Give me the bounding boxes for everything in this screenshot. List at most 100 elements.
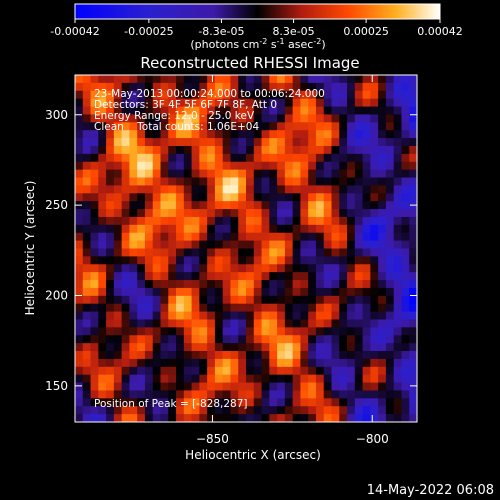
heatmap-cell [137,161,146,171]
heatmap-cell [370,406,379,415]
heatmap-cell [246,374,255,384]
heatmap-cell [393,90,403,100]
heatmap-cell [339,114,348,123]
heatmap-cell [207,374,216,384]
heatmap-cell [222,303,232,313]
heatmap-cell [378,177,387,187]
heatmap-cell [362,224,371,234]
heatmap-cell [300,319,309,328]
heatmap-cell [401,145,410,155]
heatmap-cell [98,319,107,328]
heatmap-cell [207,185,216,194]
heatmap-cell [409,248,417,257]
heatmap-cell [253,193,263,202]
colorbar: -0.00042 -0.00025 -8.3e-05 8.3e-05 0.00025 0.… [50,3,463,51]
heatmap-cell [191,414,200,422]
heatmap-cell [106,130,115,139]
heatmap-cell [168,327,177,336]
heatmap-cell [207,122,216,131]
heatmap-cell [176,398,185,407]
heatmap-cell [176,327,185,336]
heatmap-cell [323,319,333,328]
heatmap-cell [144,303,154,313]
heatmap-cell [331,280,340,289]
heatmap-cell [222,130,232,139]
heatmap-cell [214,295,224,305]
heatmap-cell [385,311,395,321]
heatmap-cell [152,82,162,92]
heatmap-cell [308,169,317,179]
heatmap-cell [113,358,123,368]
heatmap-cell [238,351,247,360]
heatmap-cell [222,398,232,407]
heatmap-cell [176,406,185,415]
heatmap-cell [137,90,146,100]
heatmap-cell [393,319,403,328]
heatmap-cell [160,201,169,210]
heatmap-cell [106,216,115,226]
heatmap-cell [98,193,107,202]
heatmap-cell [214,90,224,100]
heatmap-cell [199,398,208,407]
heatmap-cell [308,248,317,257]
heatmap-cell [331,75,340,84]
heatmap-cell [401,98,410,108]
heatmap-cell [385,106,395,116]
heatmap-cell [98,366,107,376]
heatmap-cell [199,122,208,131]
heatmap-cell [222,311,232,321]
heatmap-cell [191,232,200,242]
heatmap-cell [315,319,325,328]
heatmap-cell [292,161,302,171]
heatmap-cell [339,335,348,344]
heatmap-cell [339,138,348,147]
heatmap-cell [339,319,348,328]
heatmap-cell [362,75,371,84]
heatmap-cell [300,382,309,392]
heatmap-cell [113,414,123,422]
heatmap-cell [222,106,232,116]
heatmap-cell [82,145,92,155]
heatmap-cell [385,185,395,194]
heatmap-cell [90,130,99,139]
heatmap-cell [230,98,239,108]
heatmap-cell [300,232,309,242]
heatmap-cell [385,272,395,281]
heatmap-cell [75,185,84,194]
heatmap-cell [90,319,99,328]
heatmap-cell [222,145,232,155]
heatmap-cell [82,98,92,108]
heatmap-cell [121,327,131,336]
heatmap-cell [222,358,232,368]
heatmap-cell [137,390,146,399]
heatmap-cell [253,216,263,226]
heatmap-cell [75,358,84,368]
heatmap-cell [113,177,123,187]
heatmap-cell [370,169,379,179]
heatmap-cell [207,287,216,297]
heatmap-cell [339,264,348,273]
heatmap-cell [323,287,333,297]
heatmap-cell [160,335,169,344]
heatmap-cell [137,224,146,234]
heatmap-cell [378,272,387,281]
heatmap-cell [144,295,154,305]
heatmap-cell [409,98,417,108]
heatmap-cell [75,138,84,147]
heatmap-cell [168,398,177,407]
heatmap-cell [284,82,294,92]
heatmap-cell [284,264,294,273]
heatmap-cell [331,256,340,265]
heatmap-cell [253,90,263,100]
heatmap-cell [300,209,309,218]
heatmap-cell [230,114,239,123]
heatmap-cell [261,232,270,242]
heatmap-cell [401,382,410,392]
heatmap-cell [284,193,294,202]
heatmap-cell [253,75,263,84]
heatmap-cell [354,161,364,171]
heatmap-cell [409,106,417,116]
heatmap-cell [284,224,294,234]
heatmap-cell [152,303,162,313]
heatmap-cell [354,145,364,155]
